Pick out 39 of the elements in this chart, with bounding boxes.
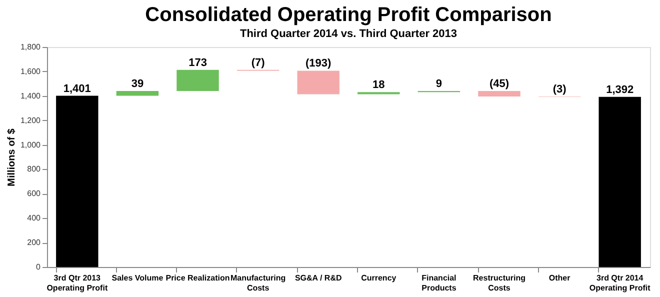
bar bbox=[598, 96, 641, 267]
y-tick-label: 1,400 bbox=[20, 91, 42, 100]
x-tick-label: 3rd Qtr 2013 Operating Profit bbox=[46, 274, 108, 292]
data-label: (45) bbox=[489, 78, 510, 90]
y-tick-label: 600 bbox=[27, 189, 42, 198]
data-label: 1,392 bbox=[606, 84, 634, 96]
y-tick-label: 0 bbox=[36, 262, 42, 272]
y-tick-label: 1,600 bbox=[20, 66, 42, 76]
x-tick-label: Restructuring Costs bbox=[473, 274, 526, 292]
data-label: 39 bbox=[131, 78, 144, 90]
data-label: (193) bbox=[306, 58, 332, 70]
y-tick-label: 400 bbox=[27, 214, 42, 223]
bar bbox=[297, 70, 340, 94]
data-label: 9 bbox=[436, 78, 442, 90]
bar bbox=[176, 70, 219, 91]
data-label: 18 bbox=[372, 79, 385, 92]
x-tick-label: SG&A / R&D bbox=[294, 274, 342, 282]
bar bbox=[478, 91, 520, 96]
y-tick-label: 200 bbox=[27, 238, 42, 248]
y-tick-label: 1,000 bbox=[20, 140, 42, 150]
x-tick-label: Manufacturing Costs bbox=[230, 274, 286, 292]
x-tick-label: Financial Products bbox=[422, 274, 457, 292]
data-label: (7) bbox=[251, 56, 266, 69]
y-tick-label: 1,200 bbox=[20, 116, 42, 125]
y-tick-label: 1,800 bbox=[20, 42, 42, 52]
x-tick-label: Currency bbox=[361, 274, 397, 282]
x-tick-label: Other bbox=[548, 274, 570, 282]
bar bbox=[116, 91, 159, 96]
bar bbox=[56, 96, 98, 267]
y-axis-title: Millions of $ bbox=[6, 128, 18, 186]
x-tick-label: 3rd Qtr 2014 Operating Profit bbox=[589, 274, 651, 292]
chart-title: Consolidated Operating Profit Comparison bbox=[145, 4, 552, 26]
data-label: 173 bbox=[188, 56, 207, 69]
y-tick-label: 800 bbox=[27, 164, 42, 174]
x-tick-label: Price Realization bbox=[166, 274, 230, 282]
chart-subtitle: Third Quarter 2014 vs. Third Quarter 2013 bbox=[240, 28, 458, 40]
data-label: (3) bbox=[552, 84, 567, 96]
data-label: 1,401 bbox=[63, 82, 91, 95]
x-tick-label: Sales Volume bbox=[112, 274, 164, 282]
